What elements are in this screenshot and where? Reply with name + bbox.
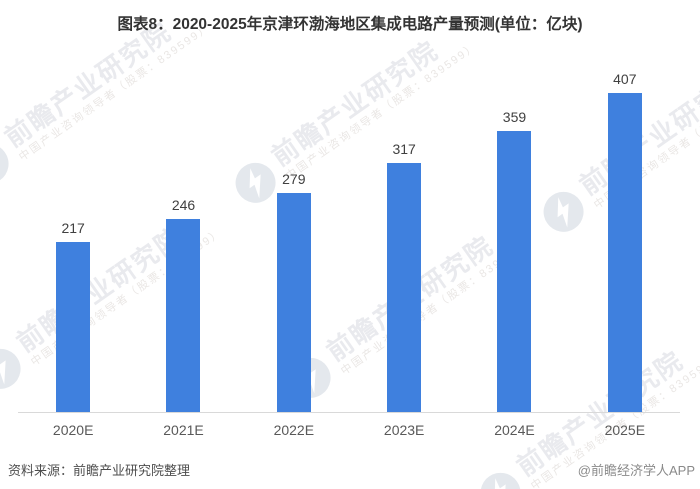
watermark: 前瞻产业研究院中国产业咨询领导者（股票：839599） xyxy=(0,203,225,397)
value-label: 217 xyxy=(61,220,85,236)
category-label: 2021E xyxy=(163,422,204,438)
bar xyxy=(166,219,201,412)
x-axis-labels: 2020E 2021E 2022E 2023E 2024E 2025E xyxy=(18,422,680,438)
footer: 资料来源：前瞻产业研究院整理 @前瞻经济学人APP xyxy=(8,460,695,479)
chart-title: 图表8：2020-2025年京津环渤海地区集成电路产量预测(单位：亿块) xyxy=(117,16,583,33)
bar-group-2021e: 246 xyxy=(128,0,238,412)
x-axis-line xyxy=(18,412,680,413)
bar-group-2022e: 279 xyxy=(239,0,349,412)
bar-group-2024e: 359 xyxy=(459,0,569,412)
value-label: 407 xyxy=(613,71,637,87)
value-label: 317 xyxy=(392,141,416,157)
bar-group-2023e: 317 xyxy=(349,0,459,412)
value-label: 359 xyxy=(502,109,527,125)
bar xyxy=(56,242,91,412)
qianzhan-logo-icon xyxy=(535,184,591,240)
plot-area: 217 246 279 317 359 407 xyxy=(18,0,680,412)
watermark: 前瞻产业研究院中国产业咨询领导者（股票：839599） xyxy=(472,327,700,489)
category-label: 2025E xyxy=(604,422,646,438)
bar xyxy=(387,163,422,412)
value-label: 279 xyxy=(282,171,306,187)
bar-group-2020e: 217 xyxy=(18,0,128,412)
qianzhan-logo-icon xyxy=(227,155,283,211)
bar xyxy=(607,93,642,412)
category-label: 2020E xyxy=(52,422,94,438)
source-note: 资料来源：前瞻产业研究院整理 xyxy=(8,463,191,478)
category-label: 2023E xyxy=(383,422,425,438)
qianzhan-logo-icon xyxy=(0,341,28,397)
bar xyxy=(497,131,532,412)
credit-note: @前瞻经济学人APP xyxy=(577,463,695,478)
watermark: 前瞻产业研究院中国产业咨询领导者（股票：839599） xyxy=(227,17,480,211)
qianzhan-logo-icon xyxy=(472,465,528,489)
bar xyxy=(276,193,311,412)
value-label: 246 xyxy=(171,197,196,213)
category-label: 2022E xyxy=(273,422,315,438)
bar-group-2025e: 407 xyxy=(570,0,680,412)
category-label: 2024E xyxy=(494,422,535,438)
